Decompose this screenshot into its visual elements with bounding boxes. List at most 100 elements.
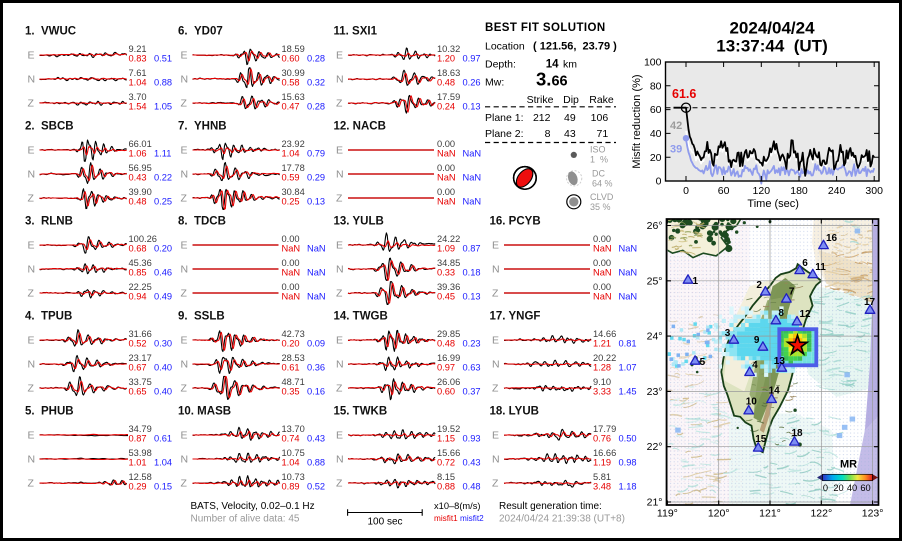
svg-text:49: 49 bbox=[564, 112, 576, 124]
svg-text:66.01: 66.01 bbox=[129, 139, 152, 149]
svg-text:E: E bbox=[181, 335, 188, 347]
svg-text:6: 6 bbox=[802, 258, 808, 269]
svg-text:1.21: 1.21 bbox=[593, 338, 611, 348]
svg-text:NaN: NaN bbox=[619, 267, 638, 277]
svg-text:CLVD: CLVD bbox=[590, 192, 614, 202]
svg-text:0.20: 0.20 bbox=[282, 338, 300, 348]
svg-text:39.90: 39.90 bbox=[129, 187, 152, 197]
svg-text:17: 17 bbox=[864, 297, 876, 308]
svg-text:misfit1: misfit1 bbox=[434, 514, 458, 523]
svg-text:NaN: NaN bbox=[437, 196, 456, 206]
svg-text:34.79: 34.79 bbox=[129, 424, 152, 434]
svg-text:39.36: 39.36 bbox=[437, 282, 460, 292]
svg-text:0.43: 0.43 bbox=[307, 433, 325, 443]
svg-text:ISO: ISO bbox=[590, 145, 606, 155]
svg-text:100.26: 100.26 bbox=[129, 234, 157, 244]
svg-text:1.09: 1.09 bbox=[437, 243, 455, 253]
svg-text:45.36: 45.36 bbox=[129, 258, 152, 268]
svg-text:35 %: 35 % bbox=[590, 202, 611, 212]
svg-text:0.13: 0.13 bbox=[463, 291, 481, 301]
svg-text:10.75: 10.75 bbox=[282, 448, 305, 458]
svg-text:0.40: 0.40 bbox=[154, 362, 172, 372]
svg-text:8.15: 8.15 bbox=[437, 472, 455, 482]
svg-text:0.51: 0.51 bbox=[154, 53, 172, 63]
svg-text:14: 14 bbox=[546, 59, 559, 71]
svg-text:22.25: 22.25 bbox=[129, 282, 152, 292]
svg-text:0.94: 0.94 bbox=[129, 291, 147, 301]
svg-text:NaN: NaN bbox=[437, 172, 456, 182]
svg-text:0.49: 0.49 bbox=[154, 291, 172, 301]
svg-text:1.20: 1.20 bbox=[437, 53, 455, 63]
svg-text:1.04: 1.04 bbox=[282, 148, 300, 158]
svg-text:Z: Z bbox=[336, 383, 343, 395]
svg-text:0.63: 0.63 bbox=[463, 362, 481, 372]
svg-text:0.36: 0.36 bbox=[307, 362, 325, 372]
svg-text:0.59: 0.59 bbox=[282, 172, 300, 182]
svg-text:0.32: 0.32 bbox=[307, 77, 325, 87]
svg-text:212: 212 bbox=[533, 112, 551, 124]
svg-text:Strike: Strike bbox=[527, 94, 554, 106]
svg-text:0: 0 bbox=[683, 185, 689, 197]
svg-text:8: 8 bbox=[778, 308, 784, 319]
svg-text:N: N bbox=[28, 454, 36, 466]
svg-text:E: E bbox=[336, 145, 343, 157]
svg-text:10. MASB: 10. MASB bbox=[178, 406, 231, 418]
svg-text:Z: Z bbox=[28, 383, 35, 395]
svg-text:N: N bbox=[28, 359, 36, 371]
svg-text:Plane 2:: Plane 2: bbox=[485, 128, 524, 140]
svg-text:1.45: 1.45 bbox=[619, 386, 637, 396]
svg-text:40: 40 bbox=[650, 128, 662, 140]
svg-text:13.70: 13.70 bbox=[282, 424, 305, 434]
svg-text:BATS, Velocity, 0.02–0.1 Hz: BATS, Velocity, 0.02–0.1 Hz bbox=[191, 501, 315, 512]
svg-text:22°: 22° bbox=[647, 441, 663, 453]
svg-text:NaN: NaN bbox=[463, 148, 482, 158]
svg-text:0.00: 0.00 bbox=[593, 234, 611, 244]
svg-text:BEST FIT SOLUTION: BEST FIT SOLUTION bbox=[485, 22, 606, 34]
svg-text:40: 40 bbox=[847, 483, 857, 493]
svg-text:9. SSLB: 9. SSLB bbox=[178, 311, 225, 323]
svg-text:E: E bbox=[336, 430, 343, 442]
svg-text:Z: Z bbox=[336, 98, 343, 110]
svg-text:N: N bbox=[28, 169, 36, 181]
svg-text:1.04: 1.04 bbox=[282, 457, 300, 467]
svg-text:0.74: 0.74 bbox=[282, 433, 300, 443]
svg-text:16. PCYB: 16. PCYB bbox=[490, 216, 541, 228]
svg-text:0.30: 0.30 bbox=[154, 338, 172, 348]
svg-text:7. YHNB: 7. YHNB bbox=[178, 121, 227, 133]
svg-text:0.25: 0.25 bbox=[282, 196, 300, 206]
svg-text:0.25: 0.25 bbox=[154, 196, 172, 206]
svg-text:121°: 121° bbox=[759, 508, 781, 520]
svg-text:30.99: 30.99 bbox=[282, 68, 305, 78]
svg-text:E: E bbox=[28, 240, 35, 252]
svg-text:11. SXI1: 11. SXI1 bbox=[334, 26, 378, 38]
svg-text:Dip: Dip bbox=[563, 94, 579, 106]
svg-text:0.87: 0.87 bbox=[463, 243, 481, 253]
svg-text:0.22: 0.22 bbox=[154, 172, 172, 182]
svg-text:0.67: 0.67 bbox=[129, 362, 147, 372]
svg-text:0.46: 0.46 bbox=[154, 267, 172, 277]
svg-text:15.66: 15.66 bbox=[437, 448, 460, 458]
svg-text:17.79: 17.79 bbox=[593, 424, 616, 434]
svg-text:0.28: 0.28 bbox=[307, 53, 325, 63]
svg-text:0.58: 0.58 bbox=[282, 77, 300, 87]
svg-text:N: N bbox=[181, 359, 189, 371]
svg-text:NaN: NaN bbox=[463, 172, 482, 182]
svg-text:8. TDCB: 8. TDCB bbox=[178, 216, 226, 228]
svg-text:N: N bbox=[181, 454, 189, 466]
svg-text:15. TWKB: 15. TWKB bbox=[334, 406, 388, 418]
svg-text:NaN: NaN bbox=[282, 267, 301, 277]
svg-text:60: 60 bbox=[860, 483, 870, 493]
svg-text:0.48: 0.48 bbox=[437, 77, 455, 87]
svg-text:29.85: 29.85 bbox=[437, 329, 460, 339]
svg-text:0.37: 0.37 bbox=[463, 386, 481, 396]
svg-text:10: 10 bbox=[746, 397, 758, 408]
svg-text:21°: 21° bbox=[647, 497, 663, 509]
svg-text:Z: Z bbox=[336, 288, 343, 300]
svg-text:3.70: 3.70 bbox=[129, 92, 147, 102]
svg-text:Location: Location bbox=[485, 41, 525, 53]
svg-text:E: E bbox=[181, 145, 188, 157]
svg-text:0.40: 0.40 bbox=[154, 386, 172, 396]
svg-text:Z: Z bbox=[28, 193, 35, 205]
svg-text:71: 71 bbox=[597, 128, 609, 140]
svg-text:14. TWGB: 14. TWGB bbox=[334, 311, 388, 323]
